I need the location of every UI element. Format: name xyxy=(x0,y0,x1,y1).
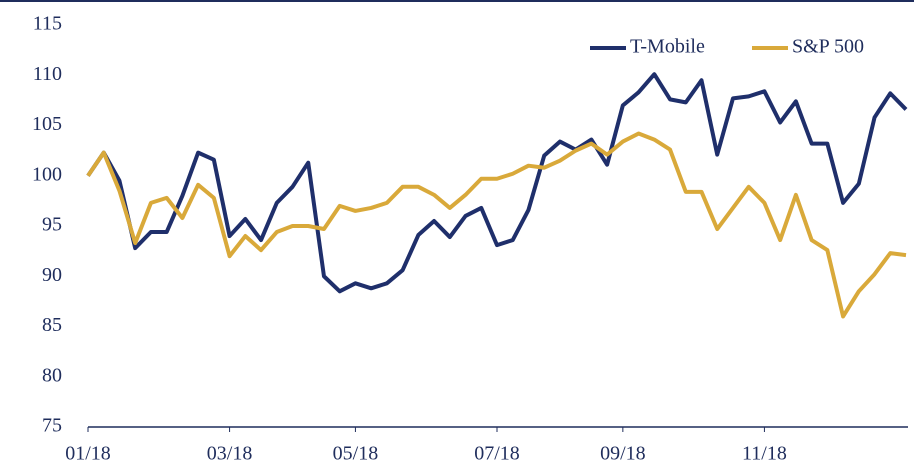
x-tick-label: 09/18 xyxy=(600,443,646,465)
legend-label: T-Mobile xyxy=(630,36,705,58)
x-tick-label: 05/18 xyxy=(333,443,379,465)
y-tick-label: 85 xyxy=(42,314,62,336)
y-tick-label: 95 xyxy=(42,214,62,236)
y-tick-label: 115 xyxy=(33,13,62,35)
series-line xyxy=(86,131,907,319)
top-border xyxy=(0,0,914,2)
y-tick-label: 105 xyxy=(32,113,62,135)
y-tick-label: 100 xyxy=(32,163,62,185)
x-tick-label: 11/18 xyxy=(742,443,787,465)
y-tick-label: 80 xyxy=(42,364,62,386)
x-tick-label: 03/18 xyxy=(207,443,253,465)
x-tick-label: 01/18 xyxy=(65,443,111,465)
series-line xyxy=(86,72,908,294)
y-tick-label: 75 xyxy=(42,415,62,437)
legend-label: S&P 500 xyxy=(792,36,864,58)
x-tick-label: 07/18 xyxy=(474,443,520,465)
y-tick-label: 110 xyxy=(33,63,62,85)
y-tick-label: 90 xyxy=(42,264,62,286)
